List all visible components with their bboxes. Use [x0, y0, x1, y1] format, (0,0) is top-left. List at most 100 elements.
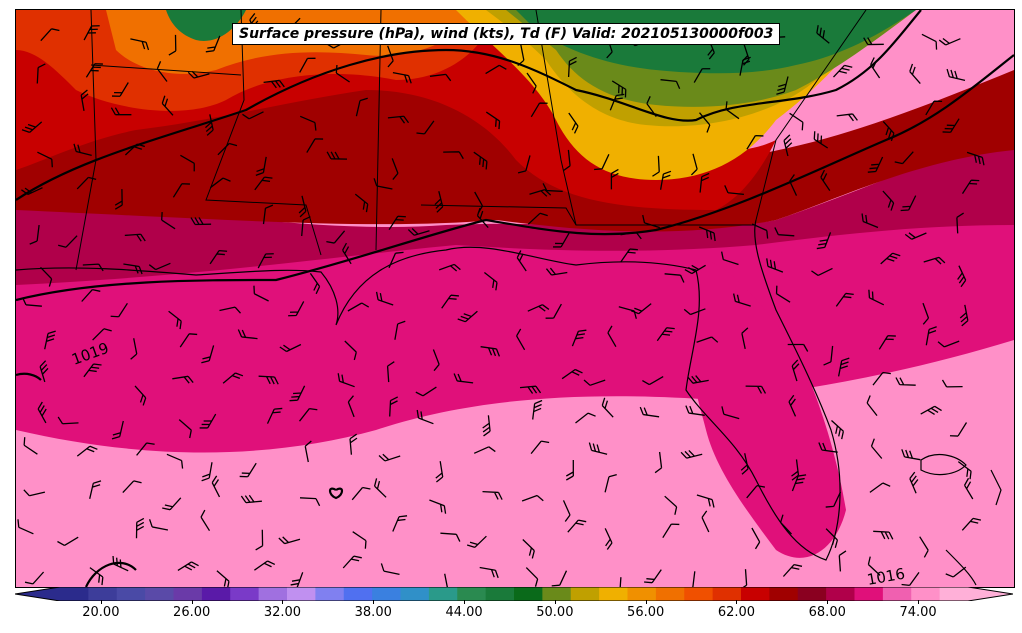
- wind-barb: [662, 523, 680, 539]
- wind-barb: [866, 395, 878, 417]
- wind-barb: [482, 415, 491, 437]
- wind-barb: [21, 121, 43, 134]
- colorbar-segment: [741, 587, 770, 601]
- wind-barb: [392, 71, 412, 84]
- wind-barb: [870, 57, 881, 79]
- wind-barb: [867, 156, 884, 173]
- wind-barb: [135, 517, 145, 539]
- wind-barb: [201, 462, 213, 482]
- wind-barb: [373, 478, 387, 498]
- isobar-label-1016: 1016: [866, 565, 907, 587]
- wind-barb: [326, 151, 348, 160]
- wind-barb: [957, 461, 972, 480]
- wind-barb: [957, 265, 967, 288]
- wind-barb: [525, 567, 539, 587]
- wind-barb: [416, 409, 434, 425]
- wind-barb: [601, 397, 614, 418]
- colorbar-tick-mark: [645, 600, 647, 604]
- wind-barb: [963, 477, 974, 500]
- wind-barb: [660, 79, 681, 90]
- colorbar-segment: [201, 587, 231, 601]
- wind-barb: [687, 375, 709, 384]
- wind-barb: [134, 385, 147, 406]
- colorbar-segment: [826, 587, 855, 601]
- wind-barb: [389, 396, 399, 417]
- wind-barb: [299, 57, 316, 73]
- colorbar-segment: [882, 587, 912, 601]
- colorbar-tick-label: 50.00: [536, 605, 574, 620]
- wind-barb: [73, 143, 92, 157]
- wind-barb: [568, 112, 579, 134]
- wind-barb: [148, 262, 171, 271]
- wind-barb: [959, 304, 969, 327]
- wind-barb: [925, 100, 943, 116]
- wind-barb: [237, 329, 258, 340]
- wind-barb: [820, 169, 831, 191]
- wind-barb: [696, 336, 719, 343]
- wind-barb: [517, 44, 525, 67]
- wind-barb: [37, 151, 53, 168]
- wind-barb: [868, 289, 885, 306]
- wind-barb: [775, 285, 791, 303]
- wind-barb: [946, 68, 966, 82]
- wind-barb: [909, 471, 919, 494]
- wind-barb: [23, 437, 38, 455]
- colorbar-tick-label: 56.00: [627, 605, 665, 620]
- colorbar-segment: [655, 587, 685, 601]
- wind-barb: [870, 438, 883, 459]
- wind-barb: [882, 120, 895, 142]
- colorbar-segment: [372, 587, 401, 601]
- wind-barb: [482, 490, 503, 500]
- dewpoint-map: 1019 1016: [16, 10, 1014, 587]
- wind-barb: [289, 572, 304, 587]
- wind-barb: [837, 357, 850, 377]
- colorbar-segment: [570, 587, 600, 601]
- map-panel: 1019 1016 Surface pressure (hPa), wind (…: [15, 9, 1015, 588]
- colorbar-segment: [145, 587, 174, 601]
- wind-barb: [791, 474, 807, 492]
- wind-barb: [476, 207, 489, 229]
- wind-barb: [387, 45, 394, 68]
- wind-barb: [831, 420, 845, 440]
- wind-barb: [567, 56, 577, 78]
- wind-barb: [791, 359, 800, 382]
- wind-barb: [161, 211, 176, 230]
- wind-barb: [863, 37, 884, 46]
- wind-barb: [620, 231, 642, 240]
- colorbar-tick-mark: [554, 600, 556, 604]
- colorbar-tick-label: 26.00: [173, 605, 211, 620]
- wind-barb: [783, 134, 793, 157]
- wind-barb: [82, 263, 104, 272]
- wind-barb: [112, 555, 129, 572]
- wind-barb: [124, 143, 145, 156]
- wind-barb: [337, 373, 355, 388]
- wind-barb: [342, 242, 352, 265]
- wind-barb: [519, 385, 542, 394]
- wind-barb: [942, 118, 960, 133]
- wind-barb: [642, 376, 664, 386]
- colorbar-tick-mark: [827, 600, 829, 604]
- wind-barb: [89, 480, 102, 499]
- wind-barb: [255, 529, 264, 551]
- florida-fill: [690, 260, 846, 558]
- wind-barb: [664, 495, 678, 515]
- wind-barb: [791, 459, 800, 481]
- wind-barb: [263, 79, 285, 89]
- wind-barb: [833, 64, 853, 78]
- wind-barb: [352, 531, 367, 549]
- wind-barb: [83, 363, 102, 378]
- wind-barb: [956, 212, 964, 234]
- colorbar-segment: [88, 587, 118, 601]
- wind-barb: [607, 325, 617, 348]
- wind-barb: [326, 230, 346, 244]
- wind-barb: [92, 328, 112, 341]
- wind-barb: [162, 497, 182, 511]
- wind-barb: [659, 170, 672, 190]
- wind-barb: [168, 34, 177, 56]
- wind-barb: [900, 195, 917, 212]
- colorbar-segment: [428, 587, 458, 601]
- wind-barb: [219, 306, 242, 314]
- wind-barb: [298, 407, 318, 422]
- wind-barb: [217, 142, 238, 156]
- colorbar-tick-label: 68.00: [808, 605, 846, 620]
